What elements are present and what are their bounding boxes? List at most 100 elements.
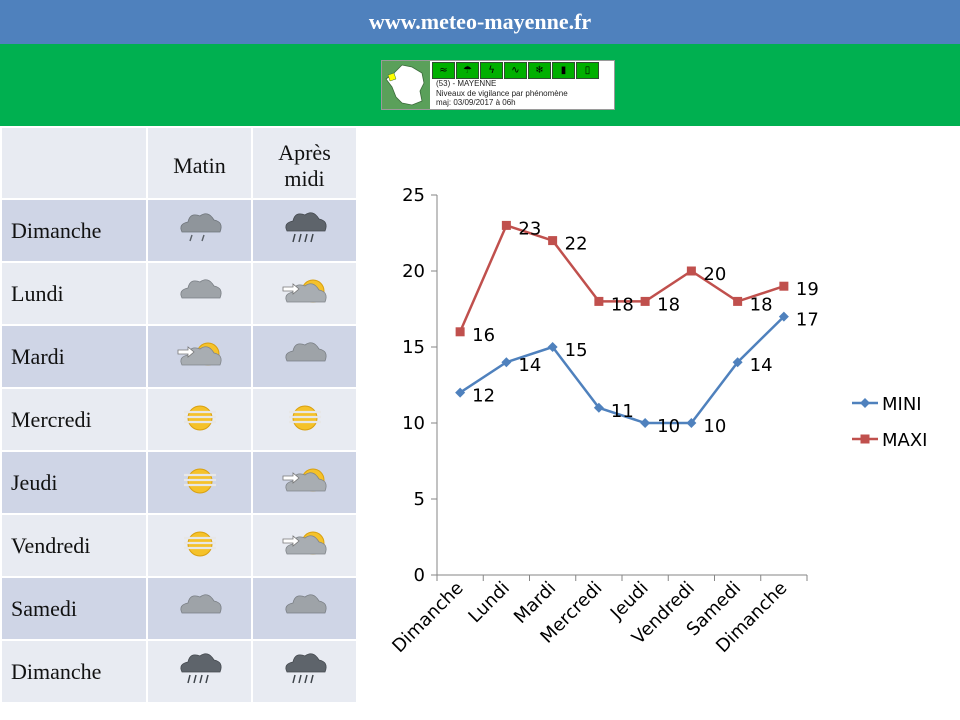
cloud-rain-heavy-icon (284, 211, 327, 242)
data-point (686, 418, 697, 428)
sun-mist-icon (183, 531, 216, 556)
data-label: 15 (565, 340, 588, 361)
cloud-rain-light-icon (179, 212, 222, 241)
forecast-table: Matin Après midi Dimanche Lundi Mardi Mercre… (0, 126, 358, 704)
header-empty-cell (0, 126, 148, 200)
header-morning-label: Matin (173, 153, 226, 178)
sun-wind-cloud-icon (282, 468, 327, 491)
data-label: 23 (518, 218, 541, 239)
thunderstorm-icon: ϟ (480, 62, 503, 79)
forecast-row: Dimanche (0, 198, 358, 263)
data-point (733, 296, 743, 306)
morning-weather-cell (146, 324, 253, 389)
data-point (593, 402, 604, 413)
data-point (455, 327, 465, 337)
data-label: 22 (565, 234, 588, 255)
afternoon-weather-cell (251, 387, 358, 452)
day-label: Dimanche (0, 639, 148, 704)
vigilance-subtitle: Niveaux de vigilance par phénomène (436, 88, 568, 98)
data-point (732, 357, 743, 368)
vigilance-dept: (53) - MAYENNE (436, 79, 497, 88)
data-point (501, 220, 511, 230)
legend-marker (860, 434, 870, 444)
afternoon-weather-cell (251, 198, 358, 263)
morning-weather-cell (146, 198, 253, 263)
sun-mist-icon (183, 405, 216, 430)
y-tick-label: 25 (402, 185, 425, 206)
forecast-row: Lundi (0, 261, 358, 326)
forecast-row: Vendredi (0, 513, 358, 578)
vigilance-text: (53) - MAYENNE Niveaux de vigilance par … (436, 79, 568, 108)
data-point (548, 236, 558, 246)
vigilance-card[interactable]: ≈ ☂ ϟ ∿ ❄ ▮ ▯ (53) - MAYENNE Niveaux de vigila… (381, 60, 615, 110)
morning-weather-cell (146, 513, 253, 578)
flood-icon: ∿ (504, 62, 527, 79)
morning-weather-cell (146, 576, 253, 641)
morning-weather-cell (146, 261, 253, 326)
data-label: 19 (796, 279, 819, 300)
sun-mist-icon (183, 468, 216, 493)
cloud-icon (284, 341, 327, 361)
forecast-row: Jeudi (0, 450, 358, 515)
data-point (501, 357, 512, 368)
header-morning: Matin (146, 126, 253, 200)
sun-wind-cloud-icon (177, 342, 222, 365)
y-tick-label: 15 (402, 337, 425, 358)
afternoon-weather-cell (251, 450, 358, 515)
sun-wind-cloud-icon (282, 279, 327, 302)
france-map-icon (382, 61, 430, 109)
data-label: 14 (518, 355, 541, 376)
afternoon-weather-cell (251, 513, 358, 578)
morning-weather-cell (146, 639, 253, 704)
x-tick-label: Lundi (464, 578, 513, 627)
data-label: 12 (472, 386, 495, 407)
data-label: 10 (657, 416, 680, 437)
cloud-icon (284, 593, 327, 613)
vigilance-update: maj: 03/09/2017 à 06h (436, 98, 516, 107)
data-label: 14 (750, 355, 773, 376)
morning-weather-cell (146, 450, 253, 515)
forecast-row: Mercredi (0, 387, 358, 452)
header-afternoon-label-1: Après (278, 140, 331, 165)
data-point (778, 311, 789, 322)
legend-label-mini: MINI (882, 394, 922, 415)
data-point (547, 342, 558, 352)
wind-icon: ≈ (432, 62, 455, 79)
header-afternoon-label-2: midi (284, 166, 325, 191)
data-label: 18 (750, 294, 773, 315)
y-tick-label: 5 (414, 489, 425, 510)
data-point (640, 418, 651, 428)
day-label: Samedi (0, 576, 148, 641)
forecast-row: Mardi (0, 324, 358, 389)
x-tick-label: Dimanche (388, 578, 467, 657)
data-label: 18 (611, 294, 634, 315)
afternoon-weather-cell (251, 324, 358, 389)
forecast-row: Samedi (0, 576, 358, 641)
data-label: 11 (611, 401, 634, 422)
rain-flood-icon: ☂ (456, 62, 479, 79)
snow-ice-icon: ❄ (528, 62, 551, 79)
sun-wind-cloud-icon (282, 531, 327, 554)
forecast-row: Dimanche (0, 639, 358, 704)
cloud-rain-heavy-icon (179, 652, 222, 683)
cold-icon: ▯ (576, 62, 599, 79)
data-point (686, 266, 696, 276)
day-label: Vendredi (0, 513, 148, 578)
site-url[interactable]: www.meteo-mayenne.fr (368, 9, 592, 34)
data-point (640, 296, 650, 306)
afternoon-weather-cell (251, 261, 358, 326)
legend-label-maxi: MAXI (882, 430, 927, 451)
day-label: Dimanche (0, 198, 148, 263)
series-line-mini (459, 315, 785, 425)
data-point (455, 387, 466, 398)
y-tick-label: 0 (414, 565, 425, 586)
data-label: 20 (703, 264, 726, 285)
data-label: 16 (472, 325, 495, 346)
series-line-maxi (458, 223, 785, 333)
data-point (779, 281, 789, 291)
data-label: 18 (657, 294, 680, 315)
data-point (594, 296, 604, 306)
y-tick-label: 20 (402, 261, 425, 282)
day-label: Jeudi (0, 450, 148, 515)
legend-marker (860, 398, 870, 408)
